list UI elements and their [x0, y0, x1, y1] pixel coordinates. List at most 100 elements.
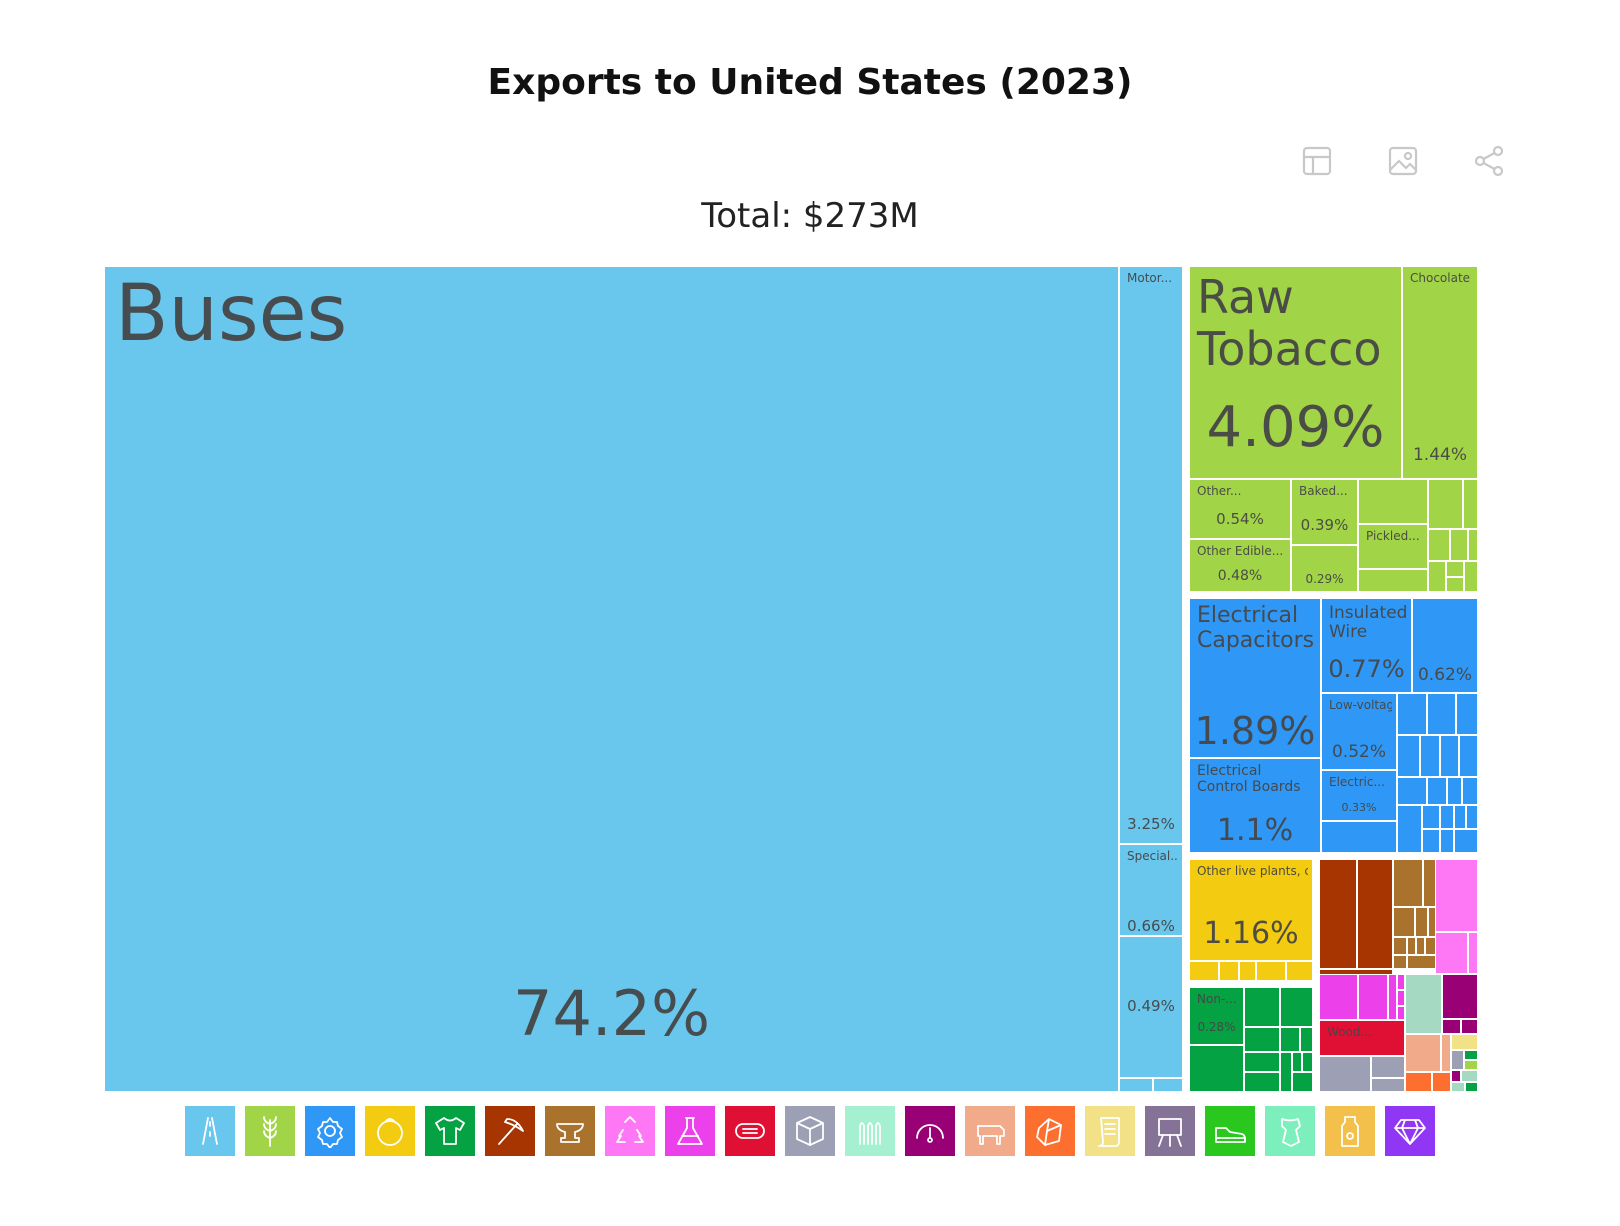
treemap-tile-small[interactable]	[1239, 961, 1256, 981]
treemap-tile-small[interactable]	[1189, 961, 1219, 981]
treemap-tile[interactable]: Insulated Wire 0.77%	[1321, 598, 1412, 693]
treemap-tile-small[interactable]	[1428, 529, 1450, 561]
treemap-tile-small[interactable]	[1420, 735, 1440, 777]
treemap-tile-small[interactable]	[1397, 735, 1420, 777]
treemap-tile-small[interactable]	[1465, 1082, 1478, 1092]
treemap-tile-small[interactable]	[1321, 821, 1397, 853]
treemap-tile-small[interactable]	[1244, 1052, 1280, 1072]
treemap-tile-small[interactable]	[1454, 829, 1478, 853]
chemical-products-icon[interactable]	[665, 1106, 715, 1156]
treemap-tile-small[interactable]	[1280, 987, 1313, 1027]
treemap-tile-small[interactable]	[1393, 859, 1423, 907]
treemap-tile-small[interactable]	[1292, 1052, 1302, 1072]
arts-antiques-icon[interactable]	[1145, 1106, 1195, 1156]
treemap-tile-small[interactable]	[1461, 1070, 1478, 1082]
share-icon[interactable]	[1472, 144, 1506, 178]
treemap-tile-small[interactable]	[1446, 561, 1464, 577]
treemap-tile-small[interactable]	[1446, 577, 1464, 592]
treemap-tile-small[interactable]	[1292, 1072, 1313, 1092]
treemap-tile-small[interactable]	[1280, 1052, 1292, 1092]
foodstuffs-icon[interactable]	[365, 1106, 415, 1156]
treemap-tile[interactable]: 0.29%	[1291, 545, 1358, 592]
treemap-tile-small[interactable]	[1435, 859, 1478, 932]
treemap-tile[interactable]: Other live plants, cuttings and slips;..…	[1189, 859, 1313, 961]
treemap-tile-small[interactable]	[1300, 1027, 1313, 1052]
treemap-tile-small[interactable]	[1451, 1070, 1461, 1082]
treemap-tile[interactable]: Wood...	[1319, 1020, 1405, 1056]
treemap-tile-small[interactable]	[1393, 907, 1415, 937]
treemap-tile-small[interactable]	[1459, 735, 1478, 777]
treemap-tile-small[interactable]	[1427, 777, 1447, 805]
treemap-tile-small[interactable]	[1464, 1060, 1478, 1070]
treemap-tile[interactable]: Raw Tobacco 4.09%	[1189, 266, 1402, 479]
treemap-tile-small[interactable]	[1397, 990, 1405, 1006]
treemap-tile-small[interactable]	[1388, 974, 1397, 1020]
treemap-tile-small[interactable]	[1422, 805, 1440, 829]
treemap-tile-small[interactable]	[1256, 961, 1286, 981]
treemap-tile-small[interactable]	[1440, 829, 1454, 853]
treemap-tile[interactable]: Electric... 0.33%	[1321, 770, 1397, 821]
treemap-tile-small[interactable]	[1466, 805, 1478, 829]
plastics-rubbers-icon[interactable]	[605, 1106, 655, 1156]
treemap-tile-small[interactable]	[1358, 479, 1428, 524]
treemap-tile[interactable]: Electrical Capacitors 1.89%	[1189, 598, 1321, 758]
treemap-tile-small[interactable]	[1371, 1078, 1405, 1092]
treemap-tile-small[interactable]	[1397, 777, 1427, 805]
treemap-tile-small[interactable]	[1405, 1072, 1432, 1092]
treemap-tile-small[interactable]	[1286, 961, 1313, 981]
vegetable-products-icon[interactable]	[245, 1106, 295, 1156]
treemap-tile-small[interactable]	[1358, 974, 1388, 1020]
treemap-tile[interactable]: Other... 0.54%	[1189, 479, 1291, 539]
treemap-tile-small[interactable]	[1189, 1045, 1244, 1092]
treemap-tile-small[interactable]	[1319, 859, 1357, 969]
treemap-tile-small[interactable]	[1450, 529, 1468, 561]
treemap-tile-small[interactable]	[1371, 1056, 1405, 1078]
treemap-tile-small[interactable]	[1442, 1019, 1461, 1034]
stone-glass-icon[interactable]	[1025, 1106, 1075, 1156]
treemap-tile[interactable]: 0.62%	[1412, 598, 1478, 693]
treemap-tile-small[interactable]	[1428, 561, 1446, 592]
treemap-tile-small[interactable]	[1442, 974, 1478, 1019]
treemap-tile-small[interactable]	[1397, 1006, 1405, 1020]
treemap-tile-small[interactable]	[1440, 805, 1454, 829]
treemap-tile-small[interactable]	[1462, 777, 1478, 805]
treemap-tile-small[interactable]	[1405, 974, 1442, 1034]
treemap-tile-small[interactable]	[1407, 937, 1416, 955]
treemap-tile[interactable]: Low-voltage... 0.52%	[1321, 693, 1397, 770]
animal-vegetable-oils-icon[interactable]	[1265, 1106, 1315, 1156]
treemap-tile-small[interactable]	[1397, 974, 1405, 990]
treemap-tile-small[interactable]	[1405, 1034, 1441, 1072]
treemap-tile-small[interactable]	[1119, 1078, 1153, 1092]
treemap-tile-small[interactable]	[1427, 693, 1456, 735]
image-download-icon[interactable]	[1386, 144, 1420, 178]
treemap-tile[interactable]: Chocolate 1.44%	[1402, 266, 1478, 479]
paper-goods-icon[interactable]	[1085, 1106, 1135, 1156]
transportation-icon[interactable]	[185, 1106, 235, 1156]
precious-metals-icon[interactable]	[1385, 1106, 1435, 1156]
machines-icon[interactable]	[305, 1106, 355, 1156]
treemap-tile[interactable]: Other Edible... 0.48%	[1189, 539, 1291, 592]
treemap-tile-small[interactable]	[1319, 974, 1358, 1020]
treemap-tile-small[interactable]	[1244, 1072, 1280, 1092]
treemap-tile-small[interactable]	[1244, 987, 1280, 1027]
animal-hides-icon[interactable]	[725, 1106, 775, 1156]
treemap-tile-small[interactable]	[1432, 1072, 1451, 1092]
treemap-tile[interactable]: Baked... 0.39%	[1291, 479, 1358, 545]
instruments-icon[interactable]	[905, 1106, 955, 1156]
treemap-tile-small[interactable]	[1244, 1027, 1280, 1052]
treemap-tile-small[interactable]	[1447, 777, 1462, 805]
treemap-tile-small[interactable]	[1451, 1082, 1465, 1092]
treemap-tile-small[interactable]	[1397, 805, 1422, 853]
treemap-tile-small[interactable]	[1456, 693, 1478, 735]
treemap-tile[interactable]: Electrical Control Boards 1.1%	[1189, 758, 1321, 853]
treemap-tile[interactable]: 0.49%	[1119, 936, 1183, 1078]
treemap-tile-small[interactable]	[1464, 561, 1478, 592]
treemap-tile-small[interactable]	[1319, 1056, 1371, 1092]
treemap-tile-small[interactable]	[1422, 829, 1440, 853]
treemap-tile-small[interactable]	[1397, 693, 1427, 735]
treemap-tile-small[interactable]	[1468, 932, 1478, 974]
mineral-products-icon[interactable]	[485, 1106, 535, 1156]
treemap-tile-small[interactable]	[1461, 1019, 1478, 1034]
treemap-tile-small[interactable]	[1219, 961, 1239, 981]
treemap-tile-small[interactable]	[1451, 1034, 1478, 1050]
